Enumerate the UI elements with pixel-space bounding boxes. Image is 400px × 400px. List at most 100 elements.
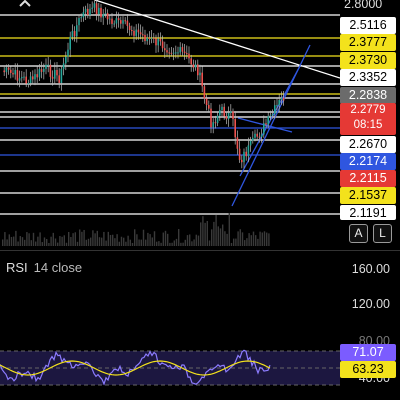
candle-body [254, 133, 256, 138]
volume-bar [131, 242, 134, 246]
candle-body [16, 70, 19, 81]
volume-bar [116, 234, 118, 246]
volume-bar [195, 234, 197, 246]
candle-body [164, 48, 166, 51]
candle-body [18, 78, 21, 81]
candle-body [256, 133, 258, 137]
candle-body [95, 3, 98, 15]
volume-bar [153, 231, 156, 246]
volume-bar [50, 236, 52, 246]
volume-bar [83, 229, 85, 246]
rsi-axis-label: 160.00 [351, 262, 390, 276]
volume-bar [182, 242, 184, 246]
candle-body [192, 64, 195, 68]
volume-bar [125, 241, 127, 246]
candle-body [34, 74, 36, 80]
candle-body [84, 8, 87, 13]
volume-bar [248, 233, 250, 246]
candle-body [27, 83, 30, 85]
price-label: 2.3352 [340, 69, 396, 86]
volume-bar [134, 229, 136, 246]
volume-bar [13, 236, 15, 246]
volume-bar [189, 234, 191, 246]
volume-bar [171, 242, 173, 246]
candle-body [227, 112, 230, 120]
candle-body [188, 53, 190, 59]
candle-body [214, 122, 217, 124]
volume-bar [211, 229, 213, 246]
candle-body [71, 31, 74, 37]
volume-bar [26, 232, 28, 246]
volume-bar [90, 237, 92, 246]
volume-bar [59, 236, 61, 246]
auto-scale-button[interactable]: A [349, 224, 368, 243]
volume-bar [175, 238, 178, 246]
volume-bar [266, 232, 268, 246]
price-label: 2.2838 [340, 87, 396, 104]
price-label: 2.2174 [340, 153, 396, 170]
rsi-chart[interactable] [0, 0, 340, 400]
candle-body [170, 52, 173, 54]
price-chart[interactable] [0, 0, 340, 250]
volume-bar [101, 237, 103, 246]
volume-bar [268, 233, 270, 246]
volume-bar [81, 231, 83, 246]
volume-bar [173, 240, 175, 246]
volume-bar [28, 233, 30, 246]
candle-body [32, 76, 34, 80]
rsi-value-badge: 71.07 [340, 344, 396, 361]
candle-body [194, 64, 197, 68]
candle-body [142, 34, 144, 36]
candle-body [115, 18, 118, 24]
log-scale-button[interactable]: L [373, 224, 392, 243]
candle-body [225, 116, 228, 120]
candle-body [216, 115, 219, 124]
candle-body [10, 69, 12, 73]
bar-countdown: 08:15 [353, 119, 383, 131]
candle-body [47, 64, 49, 66]
volume-bar [226, 233, 228, 246]
volume-bar [219, 228, 222, 246]
volume-bar [147, 232, 149, 246]
candle-body [161, 41, 164, 49]
volume-bar [129, 239, 131, 246]
candle-body [269, 115, 272, 117]
candle-body [155, 38, 157, 46]
candle-body [175, 52, 177, 54]
candle-body [87, 8, 89, 16]
volume-bar [237, 231, 239, 246]
volume-bar [213, 221, 215, 246]
candle-body [113, 23, 115, 25]
volume-bar [222, 224, 224, 246]
candle-body [258, 136, 261, 138]
candle-body [159, 38, 162, 42]
volume-bar [70, 236, 72, 246]
volume-bar [15, 230, 17, 246]
volume-bar [215, 214, 217, 246]
candle-body [45, 64, 47, 69]
candle-body [120, 20, 122, 24]
volume-bar [52, 232, 54, 246]
volume-bar [112, 234, 114, 246]
volume-bar [37, 236, 39, 246]
volume-bar [169, 242, 171, 246]
candle-body [199, 72, 201, 76]
candle-body [102, 14, 104, 18]
volume-bar [65, 242, 68, 246]
volume-bar [142, 229, 145, 246]
trend-line [237, 117, 293, 133]
volume-bar [35, 241, 37, 246]
pane-divider[interactable] [0, 250, 400, 251]
candle-body [5, 67, 8, 73]
candle-body [157, 38, 159, 46]
volume-bar [6, 239, 8, 246]
rsi-legend[interactable]: RSI 14 close [6, 260, 88, 275]
trend-line [94, 0, 340, 79]
volume-bar [41, 242, 43, 246]
volume-bar [197, 235, 200, 246]
chevron-up-icon[interactable] [16, 0, 34, 12]
candle-body [221, 106, 223, 111]
price-label: 2.5116 [340, 17, 396, 34]
candle-body [223, 106, 225, 117]
candle-body [265, 123, 267, 125]
